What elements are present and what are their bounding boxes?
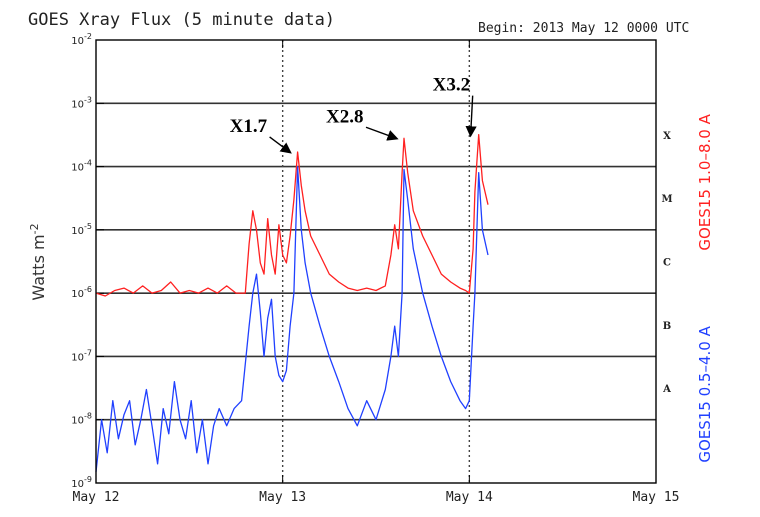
flare-class-label: M <box>661 194 672 205</box>
flare-annotation-arrow <box>465 95 477 138</box>
chart-title: GOES Xray Flux (5 minute data) <box>28 10 335 30</box>
series-legend-label: GOES15 0.5–4.0 A <box>696 325 714 462</box>
x-tick-label: May 13 <box>259 490 306 505</box>
y-tick-label: 10-3 <box>71 95 92 110</box>
flare-annotation-label: X2.8 <box>326 106 363 127</box>
grid-lines <box>96 40 656 483</box>
flare-class-label: C <box>663 258 671 269</box>
flare-annotation-label: X1.7 <box>230 116 268 137</box>
y-tick-label: 10-9 <box>71 475 92 490</box>
flare-annotations: X1.7 X2.8 X3.2 <box>230 75 477 154</box>
y-tick-label: 10-8 <box>71 412 92 427</box>
series-labels: GOES15 1.0–8.0 A GOES15 0.5–4.0 A <box>696 113 714 462</box>
series-line-short <box>95 165 489 472</box>
y-tick-label: 10-5 <box>71 222 92 237</box>
data-series <box>95 133 489 472</box>
y-axis-label-text: Watts m <box>29 234 48 300</box>
flare-annotation-arrow <box>365 126 399 141</box>
plot-frame <box>95 39 657 484</box>
flare-class-label: X <box>663 131 671 142</box>
x-tick-label: May 15 <box>633 490 680 505</box>
y-tick-label: 10-4 <box>71 159 92 174</box>
flare-class-label: B <box>663 321 671 332</box>
x-tick-label: May 14 <box>446 490 493 505</box>
flare-class-label: A <box>662 384 671 395</box>
series-legend-label: GOES15 1.0–8.0 A <box>696 113 714 250</box>
x-tick-label: May 12 <box>73 490 120 505</box>
series-line-long <box>95 133 489 297</box>
y-tick-label: 10-7 <box>71 348 92 363</box>
flare-class-labels: A B C M X <box>661 131 672 395</box>
y-axis-label: Watts m-2 <box>28 223 48 300</box>
y-axis-label-exponent: -2 <box>28 223 41 234</box>
begin-date-label: Begin: 2013 May 12 0000 UTC <box>478 21 689 36</box>
y-tick-label: 10-6 <box>71 285 92 300</box>
x-axis-ticks: May 12 May 13 May 14 May 15 <box>73 40 680 505</box>
y-axis-ticks: 10-9 10-8 10-7 10-6 10-5 10-4 10-3 10-2 <box>71 32 104 490</box>
y-tick-label: 10-2 <box>71 32 92 47</box>
flare-annotation-label: X3.2 <box>433 75 470 96</box>
flare-annotation-arrow <box>269 136 292 154</box>
